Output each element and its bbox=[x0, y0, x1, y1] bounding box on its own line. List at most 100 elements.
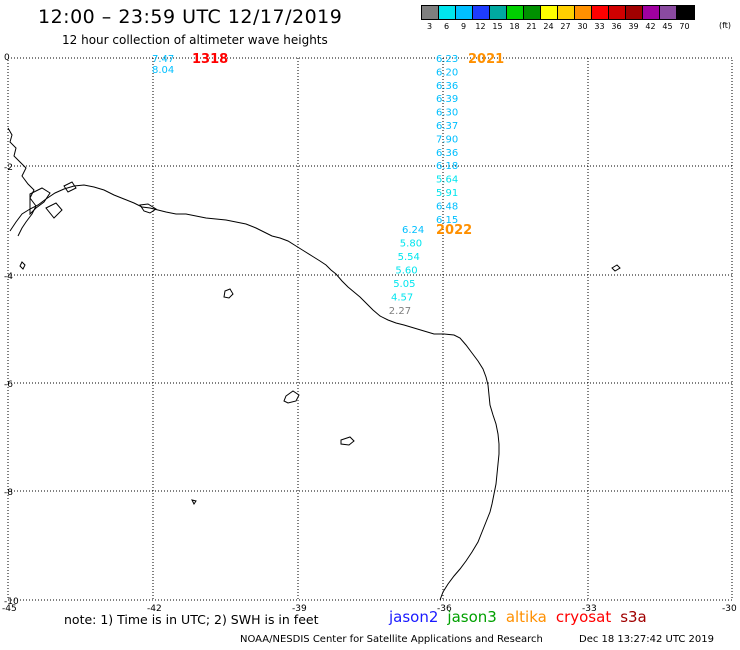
wave-height-label: 5.54 bbox=[398, 252, 420, 263]
wave-height-label: 5.64 bbox=[436, 175, 458, 186]
wave-height-label: 5.05 bbox=[393, 279, 415, 290]
satellite-key: jason2 jason3 altika cryosat s3a bbox=[389, 608, 656, 626]
island-3 bbox=[283, 390, 300, 404]
legend-swatch bbox=[524, 6, 541, 19]
longitude-label: -42 bbox=[147, 604, 162, 614]
latitude-label: -2 bbox=[4, 163, 13, 173]
axis-labels: 0 -2 -4 -6 -8 -10-45 -42 -39 -36 -33 -30 bbox=[2, 53, 737, 614]
pass-time-label: 2022 bbox=[436, 223, 472, 238]
legend-swatch bbox=[456, 6, 473, 19]
legend-label: 27 bbox=[560, 22, 571, 31]
island-6 bbox=[611, 264, 621, 272]
legend-label: 24 bbox=[543, 22, 554, 31]
legend-label: 15 bbox=[492, 22, 503, 31]
legend-swatch bbox=[541, 6, 558, 19]
brazil-coastline bbox=[9, 184, 500, 601]
satellite-name: jason2 bbox=[389, 608, 439, 626]
legend-swatch bbox=[677, 6, 694, 19]
graticule bbox=[7, 57, 733, 601]
wave-height-label: 8.04 bbox=[152, 65, 174, 76]
wave-height-label: 5.80 bbox=[400, 239, 422, 250]
longitude-label: -45 bbox=[2, 604, 17, 614]
latitude-label: -6 bbox=[4, 380, 13, 390]
wave-height-label: 6.20 bbox=[436, 67, 458, 78]
footer-note: note: 1) Time is in UTC; 2) SWH is in fe… bbox=[64, 612, 319, 627]
latitude-label: -4 bbox=[4, 272, 13, 282]
legend-label: 36 bbox=[611, 22, 622, 31]
legend-swatch bbox=[575, 6, 592, 19]
map-frame bbox=[7, 57, 733, 601]
legend-swatch bbox=[507, 6, 524, 19]
wave-height-label: 5.60 bbox=[395, 266, 417, 277]
track-1318: 7.478.04 1318 bbox=[152, 52, 228, 76]
legend-label: 9 bbox=[460, 22, 467, 31]
wave-height-label: 6.15 bbox=[436, 215, 458, 226]
pass-time-label: 1318 bbox=[192, 52, 228, 67]
wave-height-label: 6.30 bbox=[436, 108, 458, 119]
wave-height-label: 6.24 bbox=[402, 225, 424, 236]
legend-swatch bbox=[609, 6, 626, 19]
legend-swatch bbox=[592, 6, 609, 19]
pass-time-label: 2021 bbox=[468, 52, 504, 67]
legend-swatch bbox=[439, 6, 456, 19]
legend-swatch bbox=[643, 6, 660, 19]
wave-height-legend: 3 6 9 12 15 18 21 24 27 30 33 36 39 42 45 70 (ft) bbox=[421, 5, 731, 31]
longitude-label: -33 bbox=[582, 604, 597, 614]
legend-label: 18 bbox=[509, 22, 520, 31]
wave-height-label: 7.47 bbox=[152, 54, 174, 65]
legend-label: 21 bbox=[526, 22, 537, 31]
wave-height-label: 6.37 bbox=[436, 121, 458, 132]
satellite-name: cryosat bbox=[555, 608, 612, 626]
latitude-label: -8 bbox=[4, 488, 13, 498]
generation-timestamp: Dec 18 13:27:42 UTC 2019 bbox=[579, 634, 714, 645]
wave-height-label: 6.36 bbox=[436, 148, 458, 159]
island-5 bbox=[191, 499, 197, 505]
credit-line: NOAA/NESDIS Center for Satellite Applica… bbox=[240, 634, 543, 645]
river-mouth-islands bbox=[29, 181, 77, 219]
wave-height-label: 4.57 bbox=[391, 293, 413, 304]
altimeter-tracks: 7.478.04 1318 6.23 6.20 6.36 6.39 6.30 6.37 7.90… bbox=[152, 52, 504, 317]
legend-label: 30 bbox=[577, 22, 588, 31]
legend-label: 39 bbox=[628, 22, 639, 31]
longitude-label: -30 bbox=[722, 604, 737, 614]
legend-unit: (ft) bbox=[719, 21, 732, 30]
satellite-name: s3a bbox=[620, 608, 647, 626]
longitude-label: -36 bbox=[437, 604, 452, 614]
legend-label: 45 bbox=[662, 22, 673, 31]
legend-swatch bbox=[490, 6, 507, 19]
legend-swatch bbox=[473, 6, 490, 19]
legend-labels: 3 6 9 12 15 18 21 24 27 30 33 36 39 42 45 70 bbox=[421, 22, 695, 31]
legend-label: 33 bbox=[594, 22, 605, 31]
chart-subtitle: 12 hour collection of altimeter wave hei… bbox=[62, 33, 328, 47]
satellite-name: altika bbox=[505, 608, 547, 626]
legend-label: 12 bbox=[475, 22, 486, 31]
coast-inlet bbox=[139, 203, 157, 214]
chart-title: 12:00 – 23:59 UTC 12/17/2019 bbox=[38, 6, 343, 28]
track-2022: 6.24 5.80 5.54 5.60 5.05 4.57 2.27 2022 bbox=[389, 223, 472, 317]
wave-height-label: 2.27 bbox=[389, 306, 411, 317]
satellite-name: jason3 bbox=[447, 608, 497, 626]
legend-swatches bbox=[421, 5, 695, 20]
legend-swatch bbox=[422, 6, 439, 19]
legend-label: 3 bbox=[426, 22, 433, 31]
longitude-label: -39 bbox=[292, 604, 307, 614]
track-2021: 6.23 6.20 6.36 6.39 6.30 6.37 7.90 6.36 6.18 5.64… bbox=[436, 52, 504, 226]
wave-height-label: 6.48 bbox=[436, 201, 458, 212]
legend-label: 42 bbox=[645, 22, 656, 31]
legend-swatch bbox=[558, 6, 575, 19]
coastline bbox=[7, 127, 621, 601]
island-2 bbox=[223, 288, 234, 299]
wave-height-label: 5.91 bbox=[436, 188, 458, 199]
legend-label: 6 bbox=[443, 22, 450, 31]
north-shore-fragment bbox=[7, 127, 37, 237]
wave-height-label: 7.90 bbox=[436, 134, 458, 145]
legend-swatch bbox=[660, 6, 677, 19]
legend-swatch bbox=[626, 6, 643, 19]
wave-height-label: 6.36 bbox=[436, 81, 458, 92]
legend-label: 70 bbox=[679, 22, 690, 31]
island-1 bbox=[19, 261, 26, 270]
wave-height-label: 6.39 bbox=[436, 94, 458, 105]
latitude-label: -10 bbox=[4, 597, 19, 607]
latitude-label: 0 bbox=[4, 53, 10, 63]
